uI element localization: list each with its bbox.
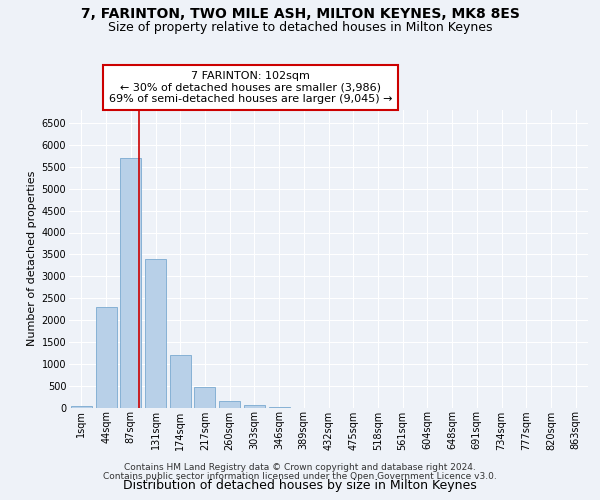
Bar (244, 405, 265, 407)
Bar (170, 355, 191, 408)
Bar (95, 307, 116, 408)
Bar (269, 406, 290, 408)
Text: Contains HM Land Registry data © Crown copyright and database right 2024.: Contains HM Land Registry data © Crown c… (124, 464, 476, 472)
Text: 7 FARINTON: 102sqm
← 30% of detached houses are smaller (3,986)
69% of semi-deta: 7 FARINTON: 102sqm ← 30% of detached hou… (109, 71, 392, 104)
Text: Distribution of detached houses by size in Milton Keynes: Distribution of detached houses by size … (123, 480, 477, 492)
Bar (145, 259, 166, 408)
Bar (219, 401, 240, 407)
Bar (120, 158, 141, 408)
Text: Size of property relative to detached houses in Milton Keynes: Size of property relative to detached ho… (108, 21, 492, 34)
Bar (194, 387, 215, 407)
Text: 7, FARINTON, TWO MILE ASH, MILTON KEYNES, MK8 8ES: 7, FARINTON, TWO MILE ASH, MILTON KEYNES… (80, 8, 520, 22)
Y-axis label: Number of detached properties: Number of detached properties (28, 171, 37, 346)
Bar (71, 406, 92, 407)
Text: Contains public sector information licensed under the Open Government Licence v3: Contains public sector information licen… (103, 472, 497, 481)
